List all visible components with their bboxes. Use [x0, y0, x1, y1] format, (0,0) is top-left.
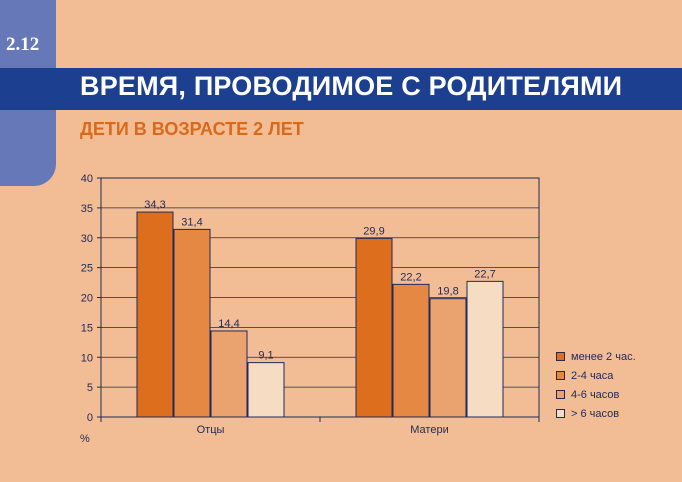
bar [247, 362, 285, 418]
bar [210, 330, 248, 418]
y-axis-label: % [80, 433, 90, 445]
legend-item: 2-4 часа [556, 366, 636, 385]
y-tick-label: 10 [81, 352, 93, 364]
category-label: Матери [410, 424, 448, 436]
page-subtitle: ДЕТИ В ВОЗРАСТЕ 2 ЛЕТ [80, 119, 304, 139]
section-number: 2.12 [6, 34, 40, 55]
y-tick-label: 20 [81, 293, 93, 305]
bars [136, 211, 504, 418]
legend-label: менее 2 час. [571, 350, 636, 363]
y-tick-label: 40 [81, 173, 93, 185]
legend-label: 4-6 часов [571, 388, 620, 401]
legend: менее 2 час. 2-4 часа 4-6 часов > 6 часов [556, 347, 636, 423]
bar [392, 283, 430, 418]
y-tick-label: 5 [87, 382, 93, 394]
axes [97, 177, 540, 422]
data-label: 22,7 [474, 268, 495, 280]
y-tick-label: 25 [81, 263, 93, 275]
data-label: 22,2 [400, 271, 421, 283]
legend-swatch [556, 390, 565, 399]
data-label: 29,9 [363, 225, 384, 237]
title-band [0, 68, 682, 110]
legend-swatch [556, 371, 565, 380]
data-label: 19,8 [437, 286, 458, 298]
data-label: 9,1 [258, 350, 273, 362]
legend-item: 4-6 часов [556, 385, 636, 404]
page-title: ВРЕМЯ, ПРОВОДИМОЕ С РОДИТЕЛЯМИ [80, 71, 623, 101]
data-label: 14,4 [218, 318, 239, 330]
y-tick-label: 35 [81, 203, 93, 215]
y-tick-label: 0 [87, 412, 93, 424]
legend-label: 2-4 часа [571, 369, 614, 382]
y-tick-label: 30 [81, 233, 93, 245]
bar [466, 280, 504, 418]
legend-swatch [556, 352, 565, 361]
legend-item: > 6 часов [556, 404, 636, 423]
y-tick-label: 15 [81, 322, 93, 334]
bar [355, 237, 393, 418]
legend-swatch [556, 409, 565, 418]
legend-item: менее 2 час. [556, 347, 636, 366]
data-label: 34,3 [144, 199, 165, 211]
bar [136, 211, 174, 418]
bar [173, 228, 211, 418]
bar [429, 298, 467, 418]
category-label: Отцы [197, 424, 225, 436]
labels: 0 5 10 15 20 25 30 35 40 34,3 31,4 14,4 9,1 Отцы 29,9 2… [81, 173, 496, 436]
data-label: 31,4 [181, 216, 202, 228]
legend-label: > 6 часов [571, 407, 620, 420]
